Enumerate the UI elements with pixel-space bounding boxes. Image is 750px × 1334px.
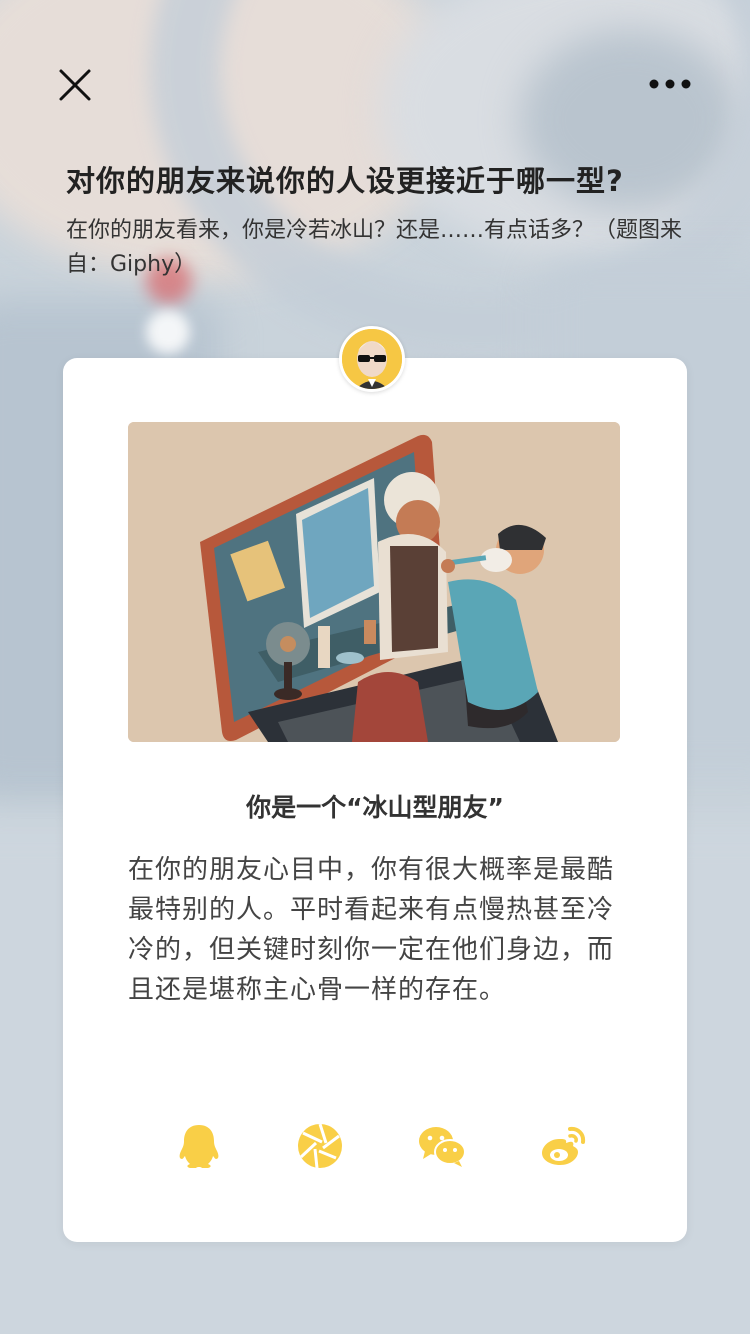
- result-card: 你是一个“冰山型朋友” 在你的朋友心目中，你有很大概率是最酷最特别的人。平时看起…: [63, 358, 687, 1242]
- share-qq-button[interactable]: [171, 1118, 227, 1174]
- close-icon: [59, 69, 91, 101]
- page-title: 对你的朋友来说你的人设更接近于哪一型?: [66, 164, 624, 198]
- qq-icon: [179, 1125, 219, 1168]
- more-icon: [649, 79, 691, 89]
- page-subtitle: 在你的朋友看来，你是冷若冰山？还是……有点话多？（题图来自：Giphy）: [66, 218, 683, 277]
- share-row: [171, 1118, 591, 1174]
- result-title: 你是一个“冰山型朋友”: [246, 793, 504, 822]
- close-button[interactable]: [54, 64, 96, 106]
- avatar: [339, 326, 405, 392]
- share-wechat-button[interactable]: [414, 1118, 470, 1174]
- moments-icon: [298, 1123, 343, 1169]
- weibo-icon: [541, 1126, 586, 1165]
- share-weibo-button[interactable]: [535, 1118, 591, 1174]
- wechat-icon: [418, 1127, 466, 1167]
- more-button[interactable]: [642, 70, 698, 98]
- result-description: 在你的朋友心目中，你有很大概率是最酷最特别的人。平时看起来有点慢热甚至冷冷的，但…: [128, 855, 615, 1005]
- result-illustration: [128, 422, 620, 742]
- share-moments-button[interactable]: [292, 1118, 348, 1174]
